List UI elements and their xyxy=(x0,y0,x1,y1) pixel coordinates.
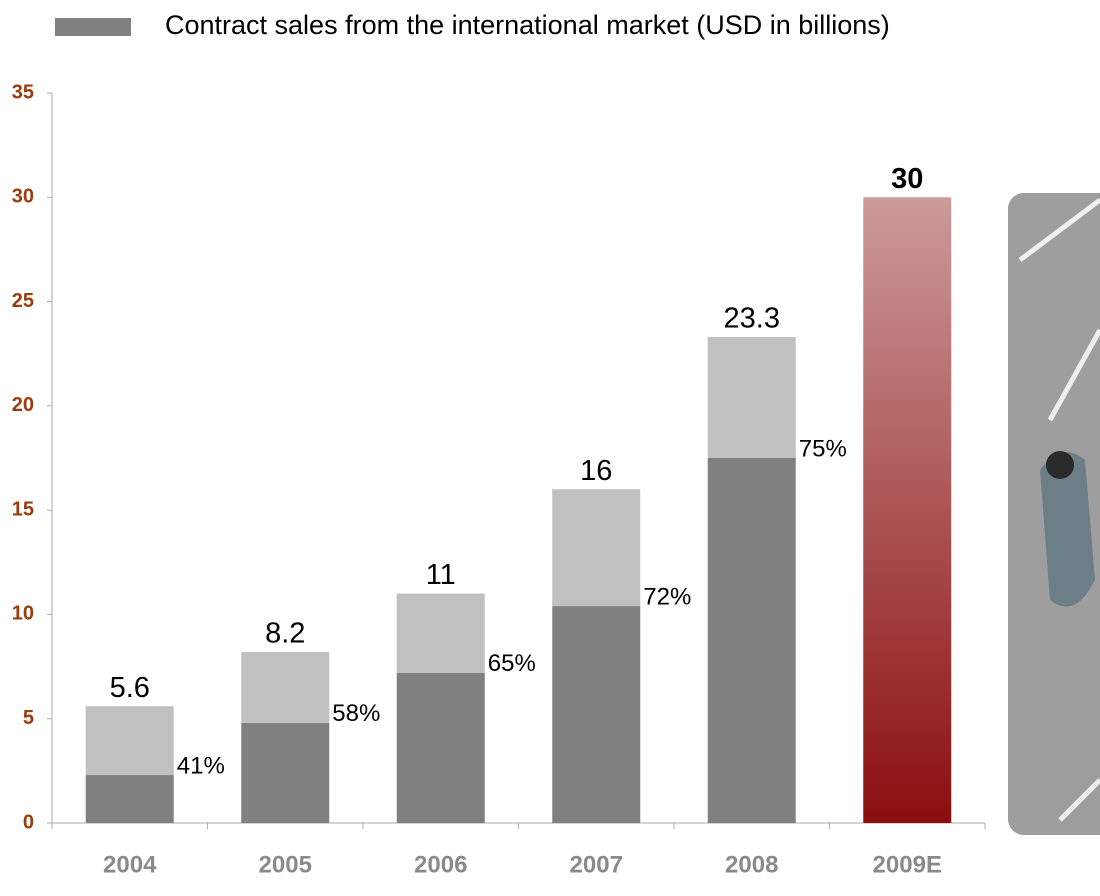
y-tick-label: 20 xyxy=(12,394,34,416)
x-tick-label: 2009E xyxy=(873,851,942,878)
x-tick-label: 2008 xyxy=(725,851,778,878)
share-label: 58% xyxy=(332,700,380,727)
share-label: 65% xyxy=(488,650,536,677)
y-tick-label: 30 xyxy=(12,186,34,208)
bar-segment xyxy=(707,337,796,458)
x-tick-label: 2004 xyxy=(103,851,157,878)
bar-segment xyxy=(552,489,641,607)
y-tick-label: 15 xyxy=(12,498,34,520)
y-tick-label: 5 xyxy=(23,707,34,729)
bar-segment xyxy=(85,706,174,776)
bar-segment xyxy=(863,197,952,824)
share-label: 75% xyxy=(799,435,847,462)
total-label: 16 xyxy=(580,455,612,487)
y-tick-label: 10 xyxy=(12,603,34,625)
bar-segment xyxy=(552,606,641,823)
total-label: 5.6 xyxy=(110,672,150,704)
bar-segment xyxy=(396,672,485,823)
legend-swatch xyxy=(55,18,131,36)
photo xyxy=(1008,193,1100,835)
bar-segment xyxy=(241,722,330,823)
bar-segment xyxy=(241,651,330,723)
total-label: 11 xyxy=(426,559,456,591)
total-label: 23.3 xyxy=(724,303,780,335)
total-label: 30 xyxy=(891,163,923,195)
total-label: 8.2 xyxy=(265,618,305,650)
y-tick-label: 35 xyxy=(12,81,34,103)
share-label: 72% xyxy=(643,583,691,610)
y-tick-label: 25 xyxy=(12,290,34,312)
x-tick-label: 2007 xyxy=(570,851,623,878)
photo-figure xyxy=(1040,452,1095,607)
bar-segment xyxy=(396,593,485,673)
photo-head xyxy=(1046,451,1074,479)
photo-lines xyxy=(1018,198,1100,822)
x-tick-label: 2006 xyxy=(414,851,467,878)
bar-segment xyxy=(707,458,796,823)
bar-segment xyxy=(85,775,174,823)
share-label: 41% xyxy=(177,752,225,779)
legend-label: Contract sales from the international ma… xyxy=(165,10,890,40)
x-tick-label: 2005 xyxy=(259,851,312,878)
y-tick-label: 0 xyxy=(23,811,34,833)
